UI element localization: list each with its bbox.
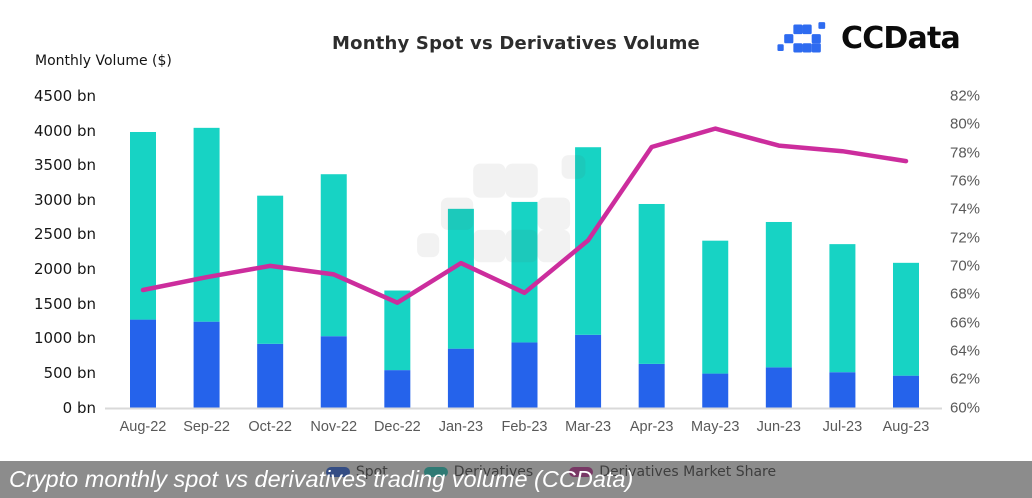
right-axis-tick: 78%: [950, 144, 981, 162]
x-axis-label: Jan-23: [438, 419, 484, 435]
right-axis-tick: 72%: [950, 229, 981, 247]
left-axis-tick: 4000 bn: [34, 121, 96, 140]
left-axis-tick: 3500 bn: [34, 156, 96, 175]
brand-name: CCData: [841, 20, 961, 56]
right-axis-tick: 70%: [950, 257, 981, 275]
bar-derivatives-Sep-22: [193, 127, 220, 322]
right-axis-tick: 82%: [950, 87, 981, 105]
right-axis-tick: 80%: [950, 115, 981, 133]
x-axis-label: Nov-22: [310, 419, 358, 435]
bar-derivatives-Apr-23: [638, 203, 665, 364]
bar-spot-Sep-22: [193, 321, 220, 408]
right-axis-tick: 66%: [950, 314, 981, 332]
x-axis-label: May-23: [691, 419, 740, 435]
right-axis-tick: 76%: [950, 172, 981, 190]
bar-derivatives-Jun-23: [765, 221, 792, 368]
bar-derivatives-Jul-23: [829, 244, 856, 373]
caption-text: Crypto monthly spot vs derivatives tradi…: [9, 466, 634, 492]
left-axis-tick: 4500 bn: [34, 87, 96, 105]
right-axis-tick: 68%: [950, 285, 981, 303]
x-axis-label: Apr-23: [629, 419, 674, 435]
left-axis-tick: 3000 bn: [34, 190, 96, 209]
x-axis-label: Jun-23: [756, 419, 801, 435]
bar-spot-Feb-23: [511, 342, 538, 408]
bar-spot-Apr-23: [638, 363, 665, 408]
right-axis-tick: 64%: [950, 342, 981, 360]
ccdata-watermark-icon: [417, 155, 586, 263]
left-axis-tick: 2000 bn: [34, 260, 96, 279]
left-axis-tick: 500 bn: [43, 363, 96, 382]
x-axis-label: Jul-23: [822, 419, 863, 435]
right-axis-tick: 74%: [950, 200, 981, 218]
bar-spot-May-23: [702, 373, 729, 408]
x-axis-label: Mar-23: [565, 419, 612, 435]
left-axis-title: Monthly Volume ($): [35, 53, 172, 69]
bar-derivatives-Jan-23: [447, 208, 474, 349]
right-axis-tick: 62%: [950, 370, 981, 388]
bar-spot-Jun-23: [765, 367, 792, 408]
bar-derivatives-May-23: [702, 240, 729, 374]
bar-spot-Jul-23: [829, 372, 856, 408]
left-axis-tick: 2500 bn: [34, 225, 96, 244]
x-axis-label: Oct-22: [248, 419, 292, 435]
ccdata-logo-icon: [777, 22, 826, 53]
x-axis-label: Aug-23: [882, 419, 930, 435]
right-axis-tick: 60%: [950, 399, 981, 416]
x-axis-label: Feb-23: [501, 419, 548, 435]
left-axis-tick: 0 bn: [62, 398, 96, 417]
bar-spot-Aug-22: [130, 319, 156, 408]
bar-spot-Nov-22: [320, 336, 347, 408]
left-axis-tick: 1000 bn: [34, 329, 96, 348]
bar-spot-Dec-22: [384, 370, 411, 408]
page-title: Monthy Spot vs Derivatives Volume: [332, 33, 700, 54]
caption-bar: Crypto monthly spot vs derivatives tradi…: [0, 461, 1032, 498]
bar-derivatives-Nov-22: [320, 174, 347, 337]
bar-spot-Oct-22: [257, 343, 284, 408]
bar-spot-Mar-23: [575, 334, 602, 408]
bar-derivatives-Aug-23: [892, 262, 919, 376]
x-axis-label: Sep-22: [183, 419, 230, 435]
x-axis-label: Dec-22: [373, 419, 421, 435]
left-axis-tick: 1500 bn: [34, 294, 96, 313]
bar-derivatives-Feb-23: [511, 201, 538, 343]
bar-spot-Jan-23: [447, 348, 474, 408]
bar-spot-Aug-23: [892, 375, 919, 408]
brand-logo: CCData: [776, 15, 961, 61]
bar-derivatives-Oct-22: [257, 195, 284, 344]
x-axis-label: Aug-22: [119, 419, 167, 435]
derivatives-market-share-line: [140, 126, 909, 305]
